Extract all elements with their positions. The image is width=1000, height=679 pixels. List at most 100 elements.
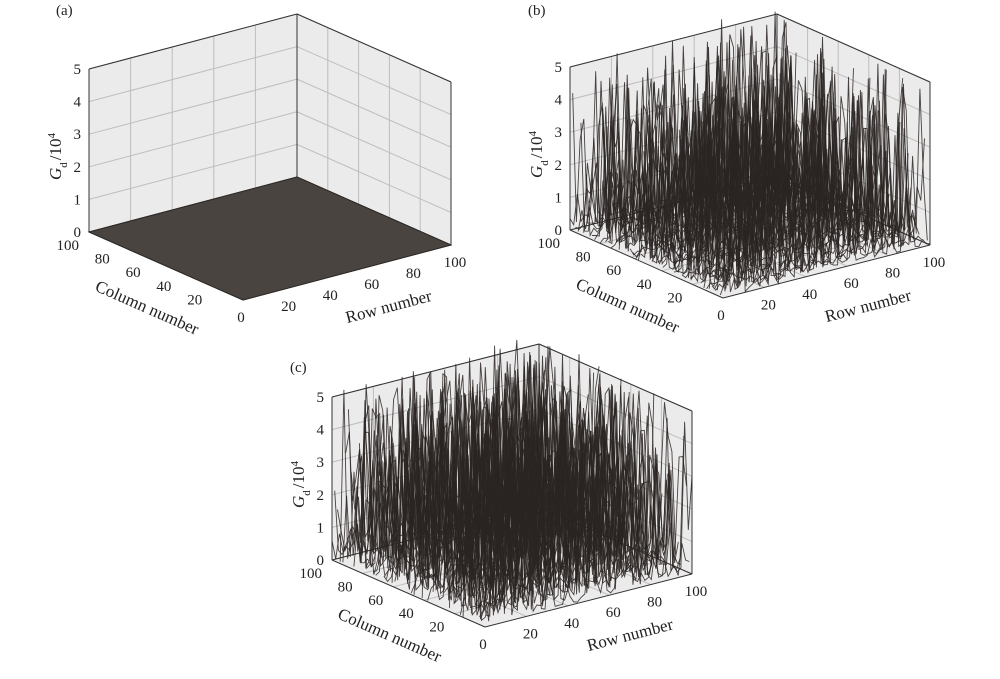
surface-line — [484, 421, 693, 622]
y-tick-label: 40 — [399, 606, 414, 622]
surface-line — [717, 135, 925, 292]
y-tick-label: 100 — [538, 236, 561, 252]
z-axis-title: Gd/104 — [46, 132, 70, 180]
y-tick-label: 60 — [368, 593, 383, 609]
z-axis-symbol: G — [527, 166, 546, 178]
z-tick-label: 3 — [317, 455, 325, 471]
surface-line — [476, 415, 685, 620]
y-tick-label: 80 — [576, 250, 591, 266]
front-axis-line — [331, 559, 486, 628]
z-axis-title: Gd/104 — [289, 460, 313, 508]
box-edge — [296, 13, 452, 83]
z-tick-label: 3 — [74, 127, 82, 143]
surface-line — [722, 114, 931, 293]
z-axis-subscript: d — [58, 162, 70, 168]
panel-label: (b) — [528, 3, 546, 19]
chart-panel-c: 0 1 2 3 4 5 0 20 40 60 80 100 20 40 60 80 100 Row number C… — [289, 339, 708, 666]
z-axis-exponent: 4 — [46, 132, 58, 138]
z-tick-label: 0 — [317, 553, 325, 569]
tick-labels: 0 1 2 3 4 5 0 20 40 60 80 100 20 40 60 80 100 — [300, 390, 708, 653]
z-tick-label: 5 — [74, 62, 82, 78]
x-tick-label: 100 — [923, 255, 946, 271]
y-tick-label: 80 — [338, 579, 353, 595]
front-axis-line — [722, 244, 931, 299]
x-axis-title: Row number — [343, 286, 434, 327]
z-tick-label: 0 — [74, 225, 82, 241]
box-edge — [88, 13, 298, 70]
panel-label: (c) — [290, 360, 307, 376]
chart-panel-b: 0 1 2 3 4 5 0 20 40 60 80 100 20 40 60 80 100 Row number C… — [527, 3, 945, 337]
z-axis-unit: /10 — [289, 466, 308, 488]
box-edge — [538, 343, 693, 412]
y-axis-title: Column number — [335, 604, 445, 666]
x-tick-label: 20 — [281, 299, 296, 315]
x-tick-label: 20 — [523, 626, 538, 642]
z-axis-title: Gd/104 — [527, 130, 551, 178]
z-tick-label: 5 — [555, 60, 563, 76]
y-tick-label: 20 — [667, 290, 682, 306]
front-axis-line — [484, 573, 693, 628]
x-tick-label: 40 — [564, 616, 579, 632]
x-tick-label: 20 — [761, 297, 776, 313]
y-axis-title: Column number — [573, 274, 682, 337]
surface-line — [714, 110, 923, 289]
back-wall-right — [297, 14, 451, 245]
x-tick-label: 40 — [323, 288, 338, 304]
x-tick-label: 40 — [802, 287, 817, 303]
y-tick-label: 80 — [95, 252, 110, 268]
z-axis-exponent: 4 — [527, 130, 539, 136]
surface-line — [465, 441, 674, 616]
z-axis-unit: /10 — [527, 136, 546, 158]
z-tick-label: 5 — [317, 390, 325, 406]
surface-line — [708, 78, 917, 289]
z-axis-symbol: G — [46, 168, 65, 180]
z-axis-subscript: d — [301, 490, 313, 496]
y-tick-label: 100 — [57, 238, 80, 254]
z-tick-label: 2 — [317, 488, 325, 504]
surface — [569, 11, 931, 296]
y-tick-label: 40 — [156, 279, 171, 295]
y-tick-label: 20 — [429, 620, 444, 636]
z-tick-label: 4 — [555, 93, 563, 109]
x-tick-label: 0 — [717, 308, 725, 324]
x-tick-label: 60 — [844, 276, 859, 292]
tick-labels: 0 1 2 3 4 5 0 20 40 60 80 100 20 40 60 80 100 — [538, 60, 946, 324]
y-tick-label: 40 — [637, 277, 652, 293]
z-axis-unit: /10 — [46, 138, 65, 160]
x-tick-label: 80 — [406, 266, 421, 282]
x-tick-label: 80 — [647, 595, 662, 611]
y-tick-label: 100 — [300, 566, 323, 582]
panel-label: (a) — [56, 3, 73, 19]
y-tick-label: 20 — [187, 292, 202, 308]
z-tick-label: 0 — [555, 223, 563, 239]
z-tick-label: 3 — [555, 125, 563, 141]
z-tick-label: 4 — [74, 95, 82, 111]
x-tick-label: 0 — [479, 637, 487, 653]
z-axis-subscript: d — [539, 160, 551, 166]
z-tick-label: 1 — [74, 192, 82, 208]
surface-line — [353, 346, 562, 567]
chart-panel-a: 0 1 2 3 4 5 0 20 40 60 80 100 20 40 60 80 100 Row number C… — [46, 3, 466, 339]
x-tick-label: 60 — [606, 605, 621, 621]
box-edge — [776, 13, 931, 83]
x-tick-label: 100 — [444, 255, 467, 271]
front-axis-line — [569, 229, 724, 299]
x-tick-label: 80 — [885, 266, 900, 282]
z-tick-label: 2 — [74, 160, 82, 176]
z-axis-exponent: 4 — [289, 460, 301, 466]
z-tick-label: 4 — [317, 423, 325, 439]
tick-labels: 0 1 2 3 4 5 0 20 40 60 80 100 20 40 60 80 100 — [57, 62, 467, 326]
back-wall-left — [89, 14, 297, 232]
x-axis-title: Row number — [823, 286, 914, 326]
y-tick-label: 60 — [126, 265, 141, 281]
surface-line — [470, 402, 679, 617]
box-edge — [569, 13, 778, 68]
x-tick-label: 60 — [364, 277, 379, 293]
x-axis-title: Row number — [585, 615, 676, 655]
z-axis-symbol: G — [289, 496, 308, 508]
z-tick-label: 1 — [555, 190, 563, 206]
y-tick-label: 60 — [606, 263, 621, 279]
surface-line — [468, 402, 677, 617]
surface — [331, 339, 693, 622]
